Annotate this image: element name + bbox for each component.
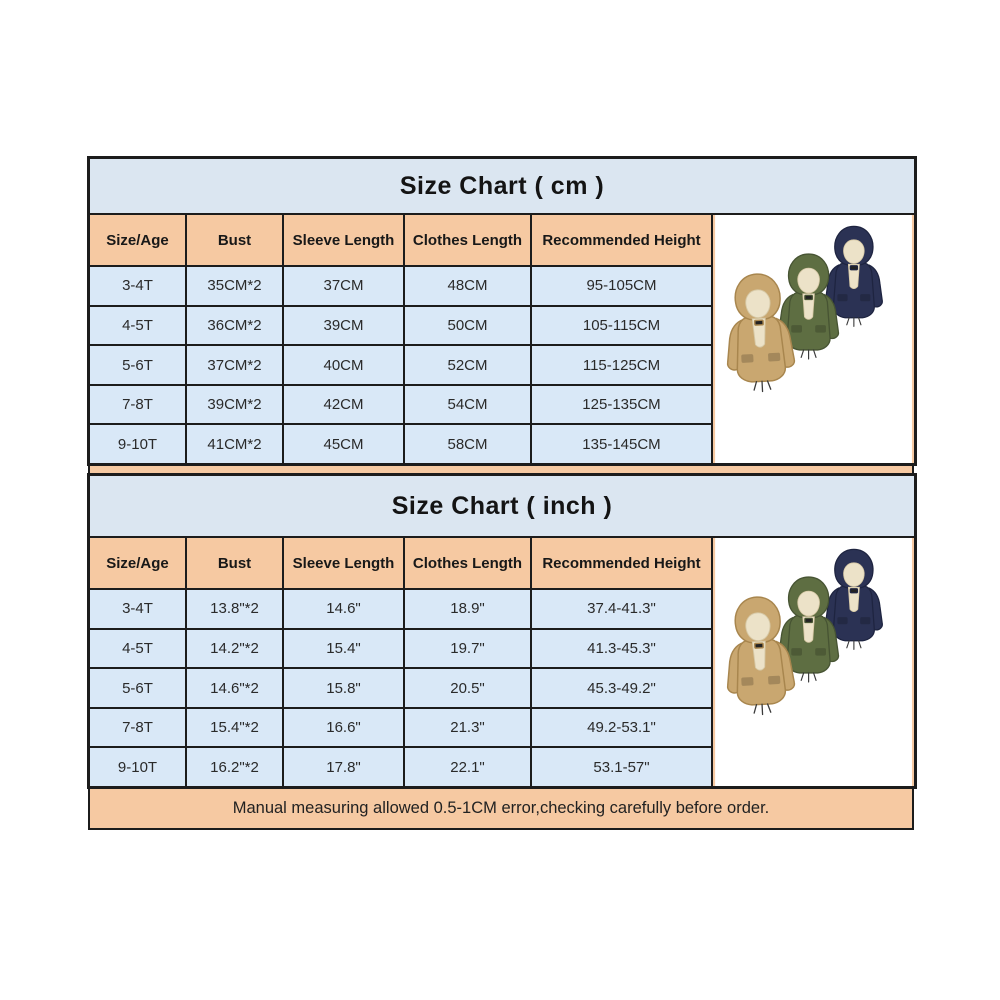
table-cell: 18.9": [403, 588, 532, 630]
column-header: Bust: [185, 212, 284, 268]
table-cell: 115-125CM: [530, 344, 713, 386]
table-cell: 15.4"*2: [185, 706, 284, 749]
table-cell: 14.2"*2: [185, 627, 284, 670]
size-chart-inch-table: Size Chart ( inch ) Size/Age Bust Sleeve…: [86, 473, 918, 789]
table-cell: 3-4T: [88, 265, 187, 307]
table-cell: 15.8": [282, 667, 405, 709]
product-photo: [710, 536, 917, 788]
table-title-cm: Size Chart ( cm ): [87, 157, 917, 215]
table-title-inch: Size Chart ( inch ): [87, 474, 917, 538]
table-row: 5-6T 37CM*2 40CM 52CM 115-125CM: [88, 344, 915, 386]
table-cell: 14.6"*2: [185, 667, 284, 709]
table-cell: 37CM*2: [185, 344, 284, 386]
table-cell: 53.1-57": [530, 746, 713, 788]
column-header: Recommended Height: [530, 212, 713, 268]
table-row: 5-6T 14.6"*2 15.8" 20.5" 45.3-49.2": [88, 667, 915, 709]
column-header: Recommended Height: [530, 535, 713, 591]
table-cell: 16.6": [282, 706, 405, 749]
table-cell: 19.7": [403, 627, 532, 670]
table-cell: 17.8": [282, 746, 405, 788]
table-cell: 9-10T: [88, 423, 187, 465]
table-cell: 58CM: [403, 423, 532, 465]
measuring-note: Manual measuring allowed 0.5-1CM error,c…: [88, 786, 914, 830]
table-row: 3-4T 35CM*2 37CM 48CM 95-105CM: [88, 265, 915, 307]
table-cell: 37.4-41.3": [530, 588, 713, 630]
column-header: Size/Age: [88, 535, 187, 591]
column-header: Sleeve Length: [282, 212, 405, 268]
table-cell: 22.1": [403, 746, 532, 788]
table-cell: 3-4T: [88, 588, 187, 630]
table-cell: 50CM: [403, 304, 532, 347]
table-cell: 13.8"*2: [185, 588, 284, 630]
column-header: Sleeve Length: [282, 535, 405, 591]
table-cell: 14.6": [282, 588, 405, 630]
table-cell: 35CM*2: [185, 265, 284, 307]
table-cell: 21.3": [403, 706, 532, 749]
table-cell: 5-6T: [88, 667, 187, 709]
jackets-illustration: [715, 539, 912, 785]
size-chart-sheet: Size Chart ( cm ) Size/Age Bust Sleeve L…: [86, 156, 918, 830]
table-cell: 49.2-53.1": [530, 706, 713, 749]
table-cell: 9-10T: [88, 746, 187, 788]
table-cell: 7-8T: [88, 383, 187, 426]
table-cell: 52CM: [403, 344, 532, 386]
table-cell: 54CM: [403, 383, 532, 426]
table-row: 3-4T 13.8"*2 14.6" 18.9" 37.4-41.3": [88, 588, 915, 630]
table-cell: 37CM: [282, 265, 405, 307]
column-header: Clothes Length: [403, 535, 532, 591]
table-cell: 45.3-49.2": [530, 667, 713, 709]
jackets-illustration: [715, 216, 912, 462]
table-cell: 95-105CM: [530, 265, 713, 307]
table-cell: 48CM: [403, 265, 532, 307]
table-row: 4-5T 36CM*2 39CM 50CM 105-115CM: [88, 304, 915, 347]
table-row: 4-5T 14.2"*2 15.4" 19.7" 41.3-45.3": [88, 627, 915, 670]
table-cell: 125-135CM: [530, 383, 713, 426]
table-cell: 20.5": [403, 667, 532, 709]
table-cell: 4-5T: [88, 304, 187, 347]
table-row: 9-10T 16.2"*2 17.8" 22.1" 53.1-57": [88, 746, 915, 788]
table-cell: 16.2"*2: [185, 746, 284, 788]
column-header: Clothes Length: [403, 212, 532, 268]
table-cell: 42CM: [282, 383, 405, 426]
table-cell: 45CM: [282, 423, 405, 465]
table-cell: 7-8T: [88, 706, 187, 749]
column-header: Size/Age: [88, 212, 187, 268]
table-cell: 40CM: [282, 344, 405, 386]
measuring-note-text: Manual measuring allowed 0.5-1CM error,c…: [232, 798, 770, 817]
table-cell: 15.4": [282, 627, 405, 670]
table-cell: 5-6T: [88, 344, 187, 386]
table-cell: 105-115CM: [530, 304, 713, 347]
table-cell: 36CM*2: [185, 304, 284, 347]
table-cell: 135-145CM: [530, 423, 713, 465]
table-cell: 39CM*2: [185, 383, 284, 426]
table-cell: 41CM*2: [185, 423, 284, 465]
table-row: 7-8T 15.4"*2 16.6" 21.3" 49.2-53.1": [88, 706, 915, 749]
table-cell: 4-5T: [88, 627, 187, 670]
table-cell: 39CM: [282, 304, 405, 347]
product-photo: [710, 213, 917, 465]
table-row: 7-8T 39CM*2 42CM 54CM 125-135CM: [88, 383, 915, 426]
size-chart-cm-table: Size Chart ( cm ) Size/Age Bust Sleeve L…: [86, 156, 918, 466]
column-header: Bust: [185, 535, 284, 591]
table-cell: 41.3-45.3": [530, 627, 713, 670]
